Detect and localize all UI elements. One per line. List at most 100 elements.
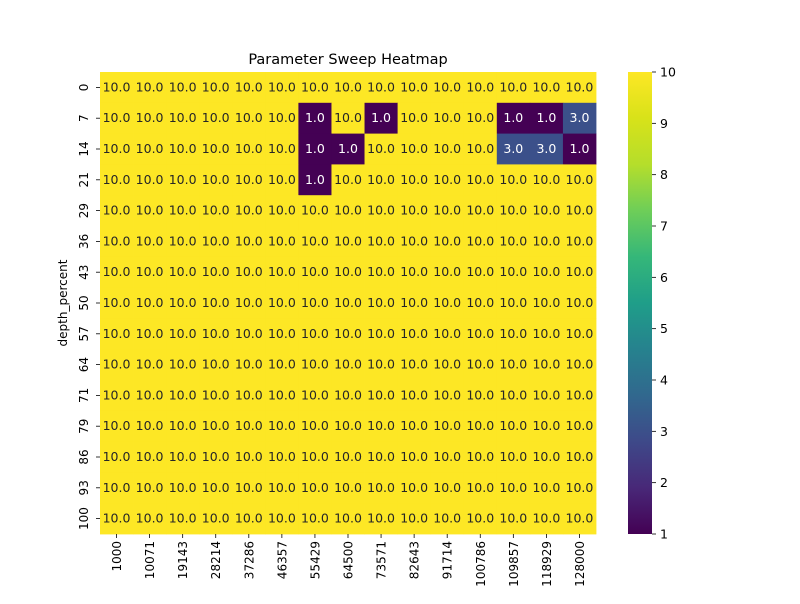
heatmap-cell xyxy=(232,410,266,442)
heatmap-cell xyxy=(463,164,498,196)
x-tick-label: 55429 xyxy=(308,541,322,579)
heatmap-cell xyxy=(364,164,398,196)
cell-value-label: 10.0 xyxy=(301,295,329,310)
heatmap-cell xyxy=(331,164,365,196)
cell-value-label: 10.0 xyxy=(169,449,197,464)
heatmap-cell xyxy=(562,226,597,258)
colorbar-tick-label: 10 xyxy=(660,65,676,80)
heatmap-cell xyxy=(199,349,233,381)
cell-value-label: 10.0 xyxy=(466,480,494,495)
heatmap-cell xyxy=(199,195,233,227)
heatmap-cell xyxy=(133,503,167,535)
heatmap-cell xyxy=(265,410,299,442)
cell-value-label: 10.0 xyxy=(532,357,560,372)
heatmap-cell xyxy=(133,318,167,350)
cell-annotations: 10.0 10.0 10.0 10.0 10.0 10.0 10.0 10.0 10.0 10.0… xyxy=(103,79,594,525)
y-tick-label: 86 xyxy=(77,449,91,464)
cell-value-label: 10.0 xyxy=(433,172,461,187)
heatmap-cell xyxy=(529,472,564,504)
heatmap-cell xyxy=(364,133,398,165)
heatmap-cell xyxy=(463,133,498,165)
heatmap-cell xyxy=(331,318,365,350)
cell-value-label: 10.0 xyxy=(367,418,395,433)
heatmap-cell xyxy=(199,133,233,165)
heatmap-cell xyxy=(364,72,398,104)
heatmap-cell xyxy=(496,72,531,104)
heatmap-cell xyxy=(562,164,597,196)
heatmap-cell xyxy=(331,410,365,442)
heatmap-cell xyxy=(232,164,266,196)
y-tick-label: 50 xyxy=(77,295,91,310)
cell-value-label: 10.0 xyxy=(334,233,362,248)
heatmap-cell xyxy=(364,349,398,381)
heatmap-cell xyxy=(331,380,365,412)
heatmap-cell xyxy=(100,164,134,196)
cell-value-label: 10.0 xyxy=(466,264,494,279)
heatmap-cell xyxy=(331,472,365,504)
cell-value-label: 10.0 xyxy=(103,295,131,310)
cell-value-label: 10.0 xyxy=(466,449,494,464)
cell-value-label: 3.0 xyxy=(536,141,556,156)
y-tick-label: 29 xyxy=(77,203,91,218)
heatmap-cell xyxy=(364,503,398,535)
cell-value-label: 10.0 xyxy=(268,110,296,125)
cell-value-label: 10.0 xyxy=(202,511,230,526)
colorbar-tick-label: 7 xyxy=(660,219,668,234)
y-tick-label: 0 xyxy=(77,84,91,92)
y-tick-label: 64 xyxy=(77,357,91,372)
heatmap-cell xyxy=(298,133,332,165)
y-tick-label: 14 xyxy=(77,141,91,156)
cell-value-label: 10.0 xyxy=(532,449,560,464)
heatmap-cell xyxy=(496,472,531,504)
heatmap-cell xyxy=(199,164,233,196)
cell-value-label: 10.0 xyxy=(532,79,560,94)
cell-value-label: 10.0 xyxy=(367,480,395,495)
heatmap-cell xyxy=(529,349,564,381)
cell-value-label: 10.0 xyxy=(136,449,164,464)
cell-value-label: 10.0 xyxy=(235,264,263,279)
heatmap-cell xyxy=(133,349,167,381)
cell-value-label: 10.0 xyxy=(400,141,428,156)
heatmap-cell xyxy=(298,503,332,535)
cell-value-label: 10.0 xyxy=(136,295,164,310)
cell-value-label: 10.0 xyxy=(532,511,560,526)
y-tick-label: 36 xyxy=(77,234,91,249)
cell-value-label: 10.0 xyxy=(334,172,362,187)
heatmap-cell xyxy=(430,287,465,319)
x-axis-ticks: 1000 10071 19143 28214 37286 46357 55429 64500 7… xyxy=(110,534,587,587)
heatmap-cell xyxy=(100,318,134,350)
heatmap-cell xyxy=(166,472,200,504)
heatmap-cell xyxy=(166,102,200,134)
heatmap-cell xyxy=(496,380,531,412)
x-tick-label: 1000 xyxy=(110,541,124,572)
cell-value-label: 10.0 xyxy=(103,110,131,125)
cell-value-label: 10.0 xyxy=(566,418,594,433)
heatmap-cell xyxy=(133,195,167,227)
cell-value-label: 10.0 xyxy=(235,449,263,464)
cell-value-label: 10.0 xyxy=(566,357,594,372)
cell-value-label: 10.0 xyxy=(169,387,197,402)
heatmap-cell xyxy=(430,472,465,504)
colorbar-tick-label: 4 xyxy=(660,373,668,388)
cell-value-label: 10.0 xyxy=(268,511,296,526)
cell-value-label: 10.0 xyxy=(532,233,560,248)
chart-title: Parameter Sweep Heatmap xyxy=(248,52,447,68)
heatmap-cell xyxy=(496,256,531,288)
heatmap-cell xyxy=(562,287,597,319)
cell-value-label: 10.0 xyxy=(433,326,461,341)
heatmap-cell xyxy=(397,133,432,165)
cell-value-label: 10.0 xyxy=(466,387,494,402)
y-tick-label: 79 xyxy=(77,419,91,434)
cell-value-label: 10.0 xyxy=(466,203,494,218)
heatmap-cell xyxy=(265,441,299,473)
heatmap-cell xyxy=(331,102,365,134)
cell-value-label: 3.0 xyxy=(503,141,523,156)
heatmap-cell xyxy=(364,380,398,412)
heatmap-cell xyxy=(397,472,432,504)
heatmap-cell xyxy=(133,287,167,319)
heatmap-cell xyxy=(529,226,564,258)
cell-value-label: 10.0 xyxy=(169,141,197,156)
cell-value-label: 10.0 xyxy=(400,480,428,495)
cell-value-label: 10.0 xyxy=(566,264,594,279)
cell-value-label: 10.0 xyxy=(367,511,395,526)
